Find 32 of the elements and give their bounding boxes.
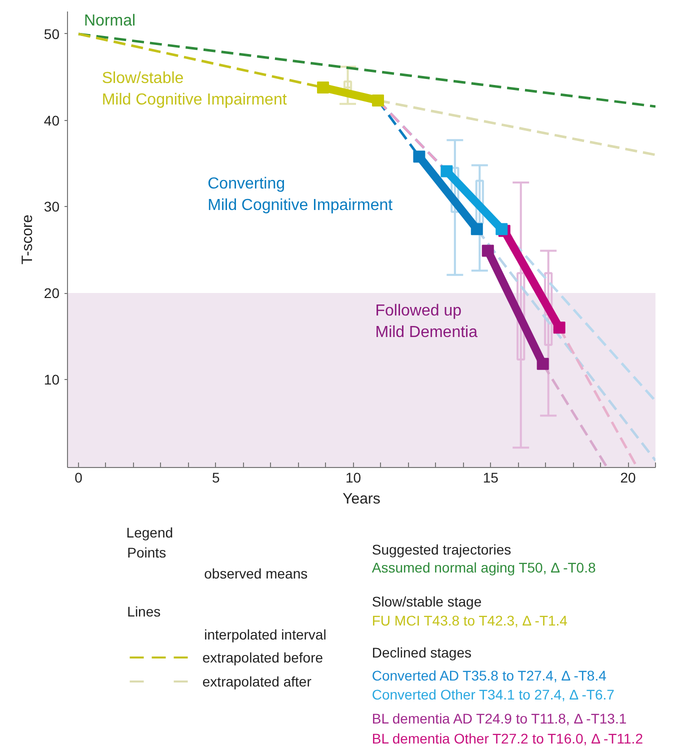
x-tick-label: 5 [212, 470, 220, 486]
text: Declined stages [372, 644, 472, 660]
text: extrapolated after [202, 674, 312, 690]
y-tick-label: 50 [44, 26, 60, 42]
x-tick-label: 0 [74, 470, 83, 486]
x-tick-label: 20 [620, 470, 636, 486]
text: Lines [127, 604, 161, 620]
text: Suggested trajectories [372, 542, 512, 558]
annotation: Converting Mild Cognitive Impairment [208, 176, 394, 214]
text: extrapolated before [202, 650, 324, 666]
y-tick-label: 40 [44, 112, 60, 128]
text: FU MCI T43.8 to T42.3, Δ -T1.4 [372, 612, 568, 628]
text: BL dementia AD T24.9 to T11.8, Δ -T13.1 [372, 710, 627, 726]
text: Converted AD T35.8 to T27.4, Δ -T8.4 [372, 668, 607, 684]
text: Assumed normal aging T50, Δ -T0.8 [372, 560, 596, 576]
annotation: Followed up Mild Dementia [375, 302, 478, 341]
text: Legend [126, 524, 174, 540]
text: observed means [204, 566, 308, 582]
y-axis-title: T-score [18, 214, 36, 265]
text: Points [127, 544, 166, 560]
y-tick-label: 10 [44, 371, 60, 388]
annotation: Slow/stable Mild Cognitive Impairment [102, 70, 288, 108]
annotation: Normal [84, 12, 136, 30]
y-tick-label: 20 [44, 285, 60, 302]
text: Converted Other T34.1 to 27.4, Δ -T6.7 [372, 686, 615, 702]
text: interpolated interval [204, 626, 326, 642]
x-tick-label: 15 [482, 470, 499, 486]
x-tick-label: 10 [345, 470, 362, 486]
y-tick-label: 30 [44, 198, 60, 215]
text: Slow/stable stage [372, 594, 482, 610]
text: BL dementia Other T27.2 to T16.0, Δ -T11.2 [372, 730, 644, 746]
x-axis-title: Years [342, 490, 380, 508]
